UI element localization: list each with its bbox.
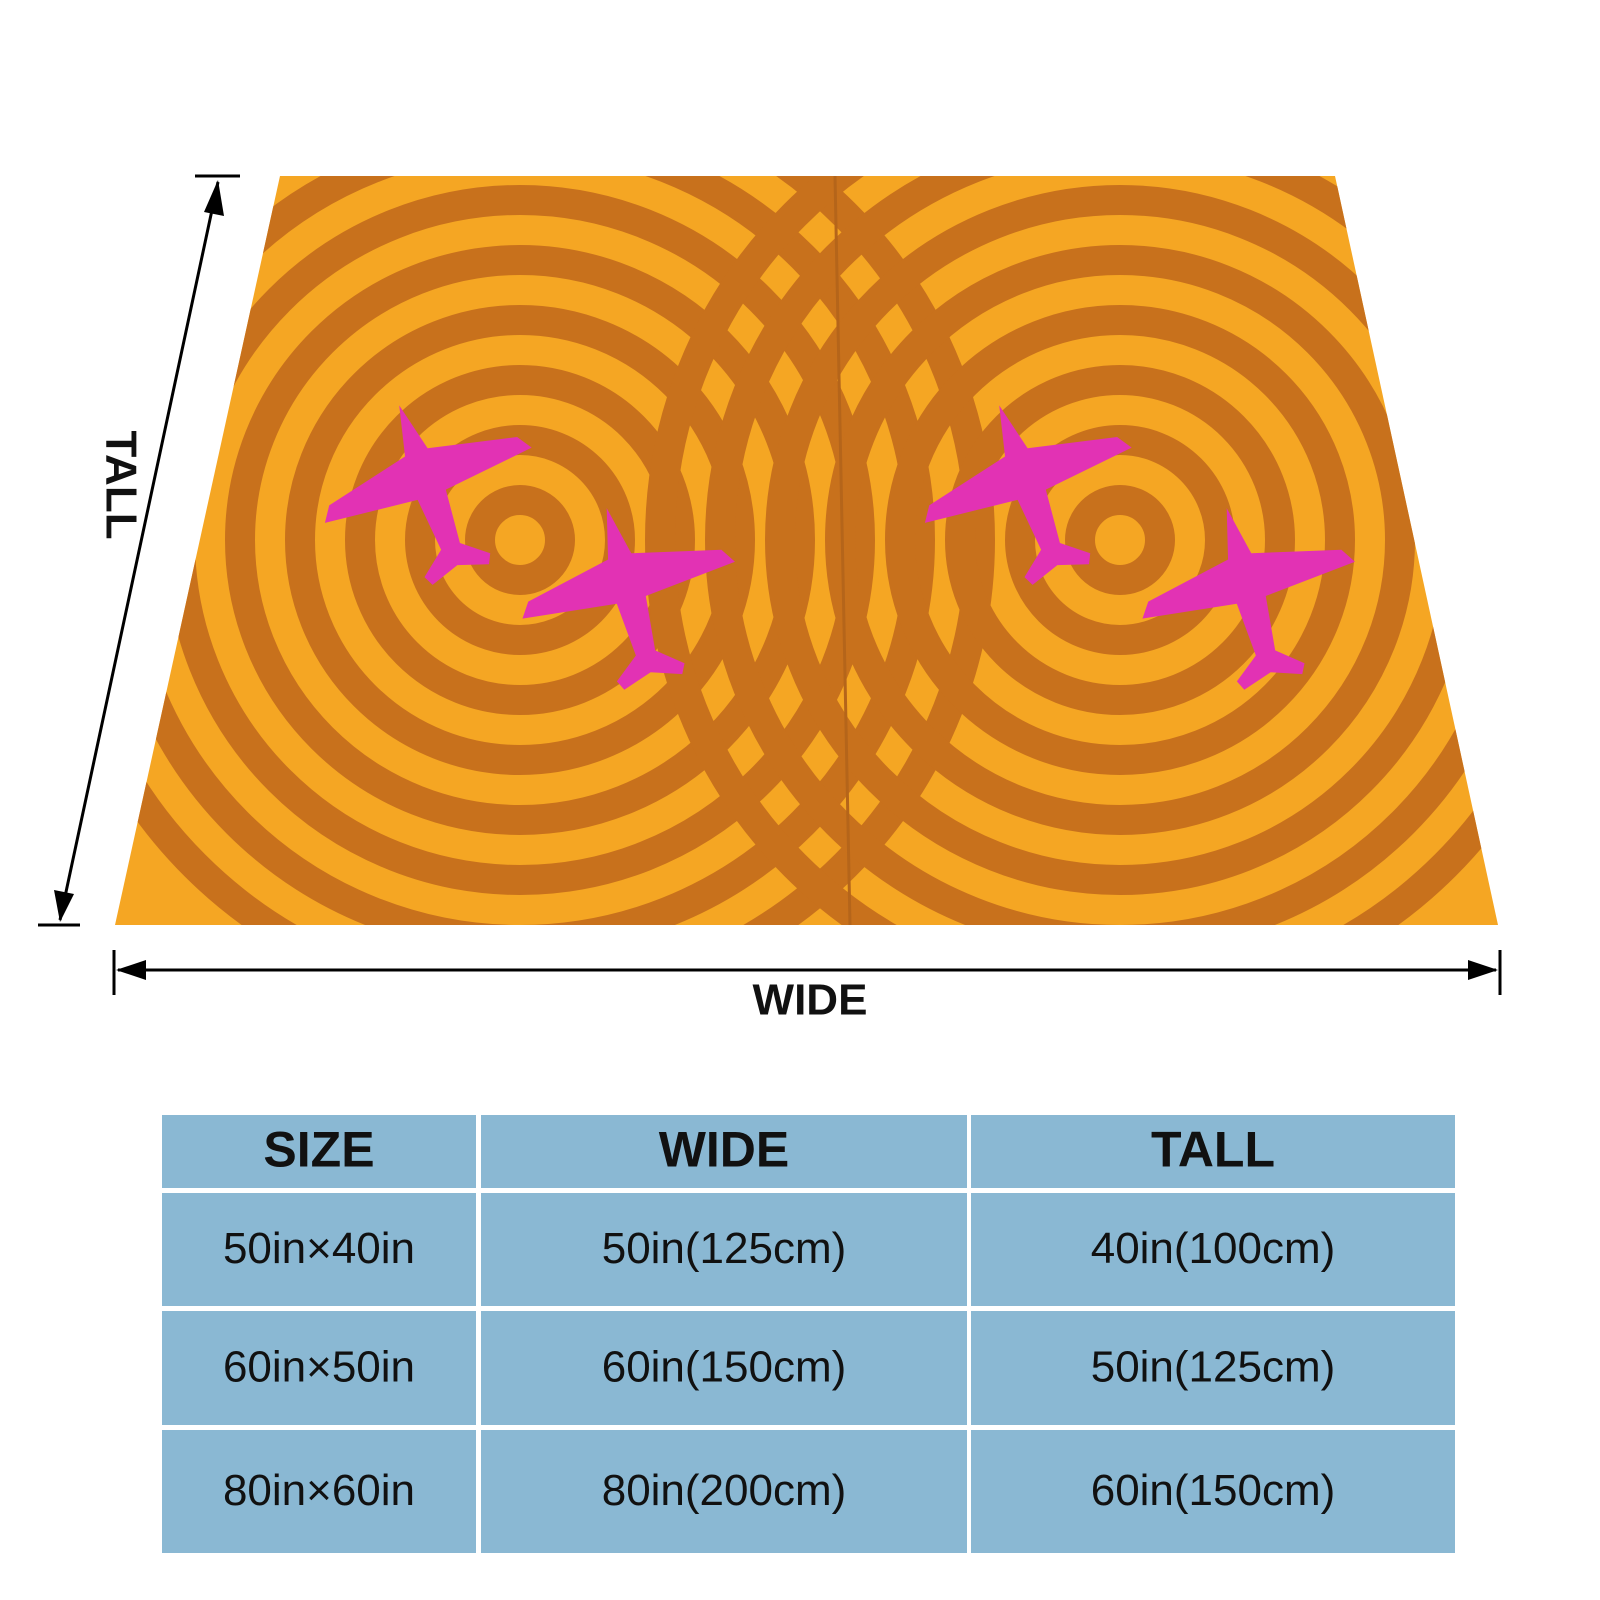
table-cell [162, 1430, 476, 1553]
table-cell [971, 1115, 1455, 1188]
table-cell [971, 1311, 1455, 1425]
table-cell [971, 1430, 1455, 1553]
size-table: SIZE WIDE TALL 50in×40in 50in(125cm) 40in(100… [162, 1115, 1455, 1553]
cell-text: 50in×40in [223, 1224, 415, 1273]
table-cell [162, 1193, 476, 1306]
cell-text: 80in×60in [223, 1466, 415, 1515]
dimension-arrows [38, 174, 1502, 995]
table-cell [162, 1115, 476, 1188]
header-cell-text: SIZE [263, 1122, 374, 1178]
blanket [115, 176, 1498, 925]
table-cell [481, 1115, 967, 1188]
cell-text: 60in(150cm) [1091, 1466, 1336, 1515]
table-cell [481, 1193, 967, 1306]
table-cell [971, 1193, 1455, 1306]
header-cell-text: TALL [1151, 1122, 1275, 1178]
wide-label: WIDE [753, 976, 868, 1025]
header-cell-text: WIDE [659, 1122, 790, 1178]
cell-text: 50in(125cm) [1091, 1343, 1336, 1392]
cell-text: 80in(200cm) [602, 1466, 847, 1515]
cell-text: 60in(150cm) [602, 1343, 847, 1392]
cell-text: 40in(100cm) [1091, 1224, 1336, 1273]
cell-text: 60in×50in [223, 1343, 415, 1392]
table-cell [162, 1311, 476, 1425]
tall-label: TALL [96, 430, 145, 539]
cell-text: 50in(125cm) [602, 1224, 847, 1273]
table-cell [481, 1311, 967, 1425]
table-cell [481, 1430, 967, 1553]
